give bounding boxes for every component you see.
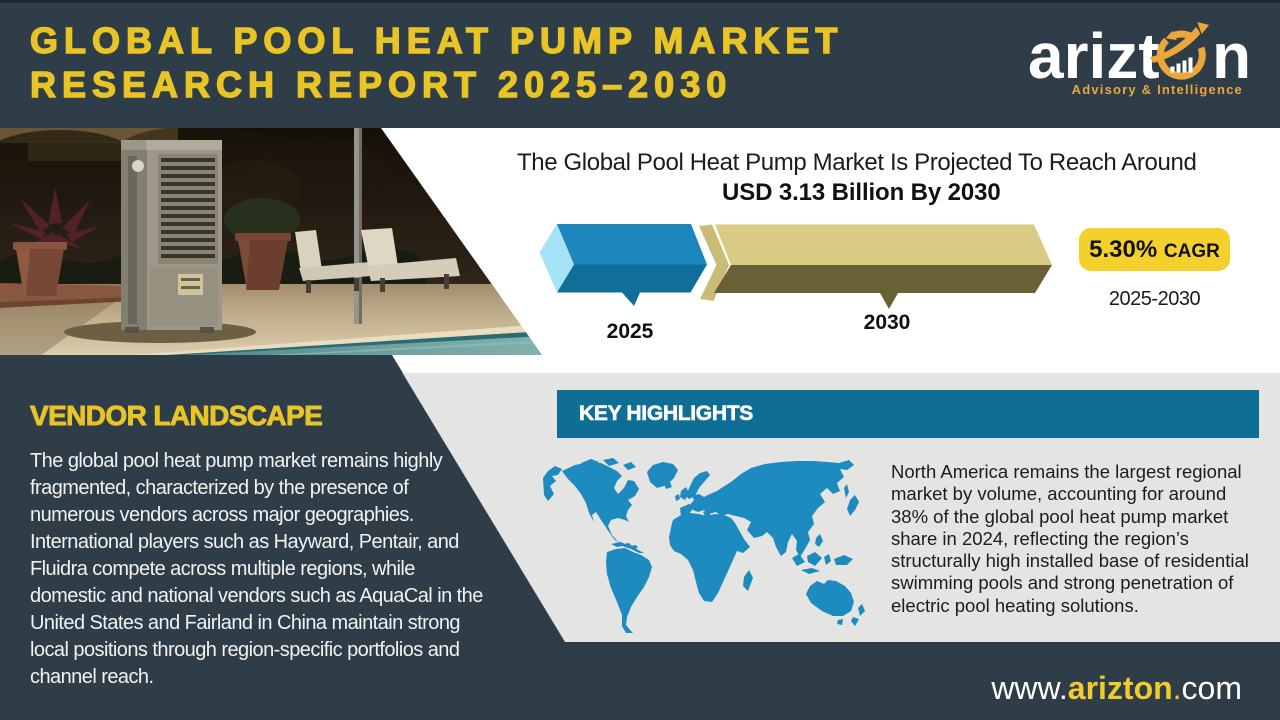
svg-text:Advisory & Intelligence: Advisory & Intelligence xyxy=(1072,82,1243,97)
svg-text:n: n xyxy=(1212,20,1251,92)
svg-text:arizt: arizt xyxy=(1028,20,1160,92)
